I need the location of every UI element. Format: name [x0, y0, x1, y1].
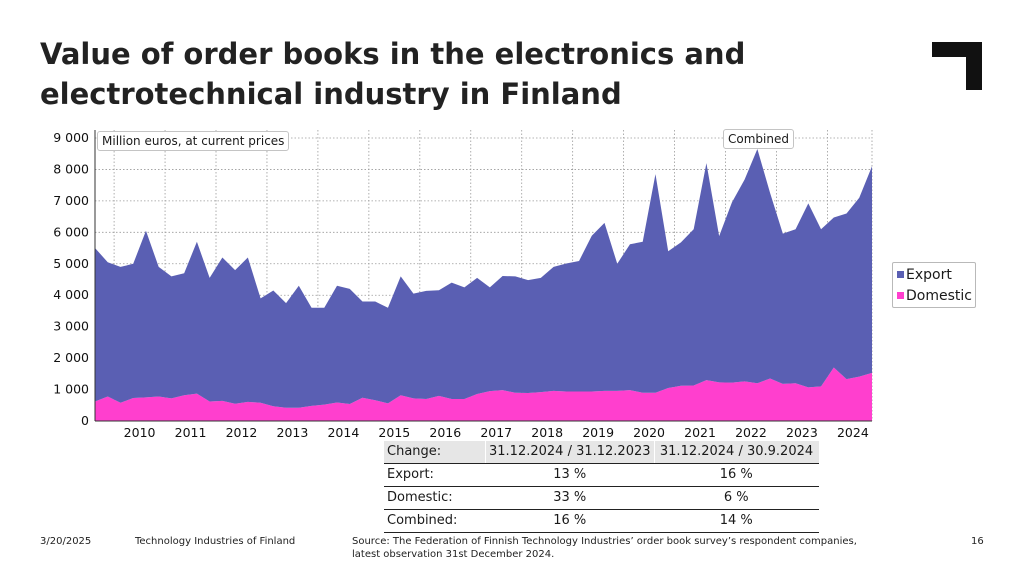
y-tick-label: 9 000: [53, 130, 89, 145]
combined-annotation: Combined: [723, 129, 794, 149]
x-tick-label: 2013: [277, 425, 309, 440]
table-cell: 16 %: [485, 509, 655, 533]
source-line: latest observation 31st December 2024.: [352, 549, 555, 560]
row-label: Domestic:: [384, 486, 486, 510]
x-tick-label: 2011: [175, 425, 207, 440]
header-cell: 31.12.2024 / 30.9.2024: [653, 441, 819, 464]
header-cell: Change:: [384, 441, 486, 464]
row-label: Combined:: [384, 509, 486, 533]
x-tick-label: 2023: [786, 425, 818, 440]
x-tick-label: 2018: [531, 425, 563, 440]
y-tick-label: 6 000: [53, 224, 89, 239]
x-tick-label: 2022: [735, 425, 767, 440]
legend-item-export: Export: [897, 265, 952, 285]
legend: Export Domestic: [892, 262, 976, 308]
legend-swatch-export: [897, 271, 904, 278]
legend-label-domestic: Domestic: [906, 288, 972, 304]
source-line: Source: The Federation of Finnish Techno…: [352, 536, 857, 547]
legend-label-export: Export: [906, 267, 952, 283]
row-label: Export:: [384, 463, 486, 487]
table-cell: 14 %: [654, 509, 819, 533]
table-cell: 33 %: [485, 486, 655, 510]
footer-organization: Technology Industries of Finland: [135, 536, 296, 547]
y-tick-label: 5 000: [53, 256, 89, 271]
footer-source: Source: The Federation of Finnish Techno…: [352, 535, 892, 561]
x-tick-label: 2020: [633, 425, 665, 440]
footer-page-number: 16: [971, 536, 984, 547]
page-title: Value of order books in the electronics …: [40, 37, 746, 111]
series-area-domestic: [95, 367, 872, 421]
table-cell: 16 %: [654, 463, 819, 487]
table-row: Export: 13 % 16 %: [384, 463, 819, 487]
header-cell: 31.12.2024 / 31.12.2023: [485, 441, 655, 464]
change-table-header: Change: 31.12.2024 / 31.12.2023 31.12.20…: [384, 441, 819, 464]
legend-item-domestic: Domestic: [897, 286, 972, 306]
table-cell: 13 %: [485, 463, 655, 487]
table-row: Combined: 16 % 14 %: [384, 509, 819, 533]
x-tick-label: 2017: [480, 425, 512, 440]
y-tick-label: 4 000: [53, 287, 89, 302]
x-tick-label: 2019: [582, 425, 614, 440]
technology-industries-logo-icon: [932, 42, 982, 90]
y-tick-label: 8 000: [53, 161, 89, 176]
y-tick-label: 3 000: [53, 319, 89, 334]
footer-date: 3/20/2025: [40, 536, 92, 547]
unit-label: Million euros, at current prices: [97, 131, 290, 151]
table-row: Domestic: 33 % 6 %: [384, 486, 819, 510]
x-tick-label: 2021: [684, 425, 716, 440]
x-tick-label: 2015: [378, 425, 410, 440]
table-cell: 6 %: [654, 486, 819, 510]
x-tick-label: 2010: [124, 425, 156, 440]
y-tick-label: 1 000: [53, 382, 89, 397]
x-tick-label: 2014: [327, 425, 359, 440]
y-tick-label: 0: [81, 413, 89, 428]
x-tick-label: 2024: [837, 425, 869, 440]
x-tick-label: 2012: [226, 425, 258, 440]
y-tick-label: 2 000: [53, 350, 89, 365]
change-table: Change: 31.12.2024 / 31.12.2023 31.12.20…: [384, 441, 819, 533]
series-area-export: [95, 149, 872, 408]
y-tick-label: 7 000: [53, 193, 89, 208]
x-tick-label: 2016: [429, 425, 461, 440]
legend-swatch-domestic: [897, 292, 904, 299]
